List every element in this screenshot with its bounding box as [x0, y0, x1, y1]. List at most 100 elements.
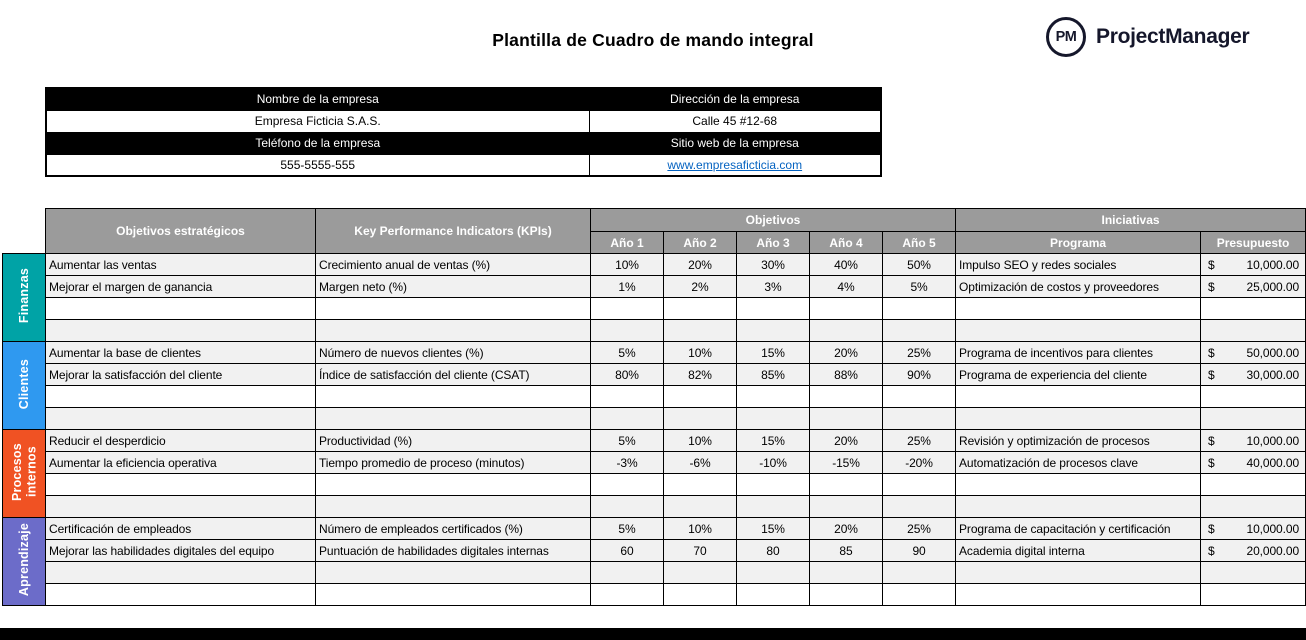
objective-cell[interactable]: Aumentar la eficiencia operativa [45, 451, 316, 474]
programa-cell[interactable] [955, 583, 1202, 606]
year-1-cell[interactable] [590, 319, 664, 342]
objective-cell[interactable]: Mejorar la satisfacción del cliente [45, 363, 316, 386]
year-2-cell[interactable]: 20% [663, 253, 737, 276]
presupuesto-cell[interactable]: $25,000.00 [1200, 275, 1306, 298]
programa-cell[interactable]: Impulso SEO y redes sociales [955, 253, 1202, 276]
objective-cell[interactable] [45, 583, 316, 606]
company-phone-value[interactable]: 555-5555-555 [45, 153, 590, 177]
objective-cell[interactable]: Aumentar las ventas [45, 253, 316, 276]
year-1-cell[interactable] [590, 473, 664, 496]
year-1-cell[interactable] [590, 561, 664, 584]
kpi-cell[interactable]: Número de empleados certificados (%) [315, 517, 591, 540]
kpi-cell[interactable]: Índice de satisfacción del cliente (CSAT… [315, 363, 591, 386]
year-2-cell[interactable] [663, 407, 737, 430]
year-3-cell[interactable]: -10% [736, 451, 810, 474]
year-5-cell[interactable]: 25% [881, 341, 957, 364]
programa-cell[interactable]: Optimización de costos y proveedores [955, 275, 1202, 298]
objective-cell[interactable] [45, 319, 316, 342]
year-3-cell[interactable] [736, 319, 810, 342]
presupuesto-cell[interactable] [1200, 473, 1306, 496]
year-1-cell[interactable]: 1% [590, 275, 664, 298]
year-1-cell[interactable]: 5% [590, 429, 664, 452]
programa-cell[interactable] [955, 385, 1202, 408]
year-4-cell[interactable]: -15% [809, 451, 883, 474]
year-1-cell[interactable] [590, 297, 664, 320]
programa-cell[interactable]: Programa de capacitación y certificación [955, 517, 1202, 540]
year-4-cell[interactable]: 20% [809, 517, 883, 540]
year-5-cell[interactable]: 5% [881, 275, 957, 298]
kpi-cell[interactable] [315, 319, 591, 342]
year-4-cell[interactable] [809, 495, 883, 518]
year-2-cell[interactable] [663, 473, 737, 496]
objective-cell[interactable]: Aumentar la base de clientes [45, 341, 316, 364]
year-3-cell[interactable]: 85% [736, 363, 810, 386]
year-2-cell[interactable] [663, 319, 737, 342]
year-5-cell[interactable]: -20% [881, 451, 957, 474]
year-5-cell[interactable] [881, 297, 957, 320]
kpi-cell[interactable]: Margen neto (%) [315, 275, 591, 298]
programa-cell[interactable] [955, 319, 1202, 342]
kpi-cell[interactable] [315, 473, 591, 496]
kpi-cell[interactable] [315, 561, 591, 584]
presupuesto-cell[interactable] [1200, 319, 1306, 342]
year-3-cell[interactable] [736, 297, 810, 320]
year-2-cell[interactable]: 82% [663, 363, 737, 386]
year-1-cell[interactable]: -3% [590, 451, 664, 474]
year-2-cell[interactable] [663, 495, 737, 518]
objective-cell[interactable]: Mejorar el margen de ganancia [45, 275, 316, 298]
year-1-cell[interactable]: 80% [590, 363, 664, 386]
kpi-cell[interactable] [315, 385, 591, 408]
year-1-cell[interactable] [590, 385, 664, 408]
year-4-cell[interactable]: 20% [809, 341, 883, 364]
year-3-cell[interactable]: 3% [736, 275, 810, 298]
kpi-cell[interactable]: Crecimiento anual de ventas (%) [315, 253, 591, 276]
objective-cell[interactable] [45, 495, 316, 518]
presupuesto-cell[interactable]: $50,000.00 [1200, 341, 1306, 364]
year-5-cell[interactable] [881, 495, 957, 518]
year-3-cell[interactable] [736, 385, 810, 408]
year-4-cell[interactable] [809, 407, 883, 430]
kpi-cell[interactable]: Puntuación de habilidades digitales inte… [315, 539, 591, 562]
year-5-cell[interactable]: 25% [881, 517, 957, 540]
year-5-cell[interactable]: 50% [881, 253, 957, 276]
presupuesto-cell[interactable] [1200, 495, 1306, 518]
programa-cell[interactable]: Programa de incentivos para clientes [955, 341, 1202, 364]
company-website-link[interactable]: www.empresaficticia.com [667, 157, 803, 172]
objective-cell[interactable] [45, 297, 316, 320]
programa-cell[interactable] [955, 407, 1202, 430]
year-4-cell[interactable] [809, 319, 883, 342]
presupuesto-cell[interactable]: $10,000.00 [1200, 429, 1306, 452]
company-address-value[interactable]: Calle 45 #12-68 [588, 109, 882, 133]
objective-cell[interactable] [45, 561, 316, 584]
year-2-cell[interactable] [663, 583, 737, 606]
year-4-cell[interactable] [809, 297, 883, 320]
kpi-cell[interactable] [315, 583, 591, 606]
year-3-cell[interactable]: 80 [736, 539, 810, 562]
programa-cell[interactable]: Academia digital interna [955, 539, 1202, 562]
year-4-cell[interactable]: 4% [809, 275, 883, 298]
programa-cell[interactable] [955, 495, 1202, 518]
year-2-cell[interactable]: 10% [663, 429, 737, 452]
presupuesto-cell[interactable] [1200, 297, 1306, 320]
year-2-cell[interactable]: 10% [663, 517, 737, 540]
year-3-cell[interactable]: 30% [736, 253, 810, 276]
year-5-cell[interactable]: 90 [881, 539, 957, 562]
year-2-cell[interactable]: 70 [663, 539, 737, 562]
year-3-cell[interactable] [736, 473, 810, 496]
programa-cell[interactable] [955, 561, 1202, 584]
year-3-cell[interactable] [736, 561, 810, 584]
year-2-cell[interactable]: -6% [663, 451, 737, 474]
objective-cell[interactable] [45, 473, 316, 496]
year-3-cell[interactable] [736, 495, 810, 518]
year-1-cell[interactable]: 10% [590, 253, 664, 276]
year-2-cell[interactable] [663, 297, 737, 320]
kpi-cell[interactable] [315, 297, 591, 320]
year-5-cell[interactable] [881, 385, 957, 408]
kpi-cell[interactable]: Productividad (%) [315, 429, 591, 452]
objective-cell[interactable]: Reducir el desperdicio [45, 429, 316, 452]
year-4-cell[interactable]: 85 [809, 539, 883, 562]
programa-cell[interactable]: Automatización de procesos clave [955, 451, 1202, 474]
company-name-value[interactable]: Empresa Ficticia S.A.S. [45, 109, 590, 133]
year-4-cell[interactable] [809, 561, 883, 584]
year-2-cell[interactable]: 2% [663, 275, 737, 298]
